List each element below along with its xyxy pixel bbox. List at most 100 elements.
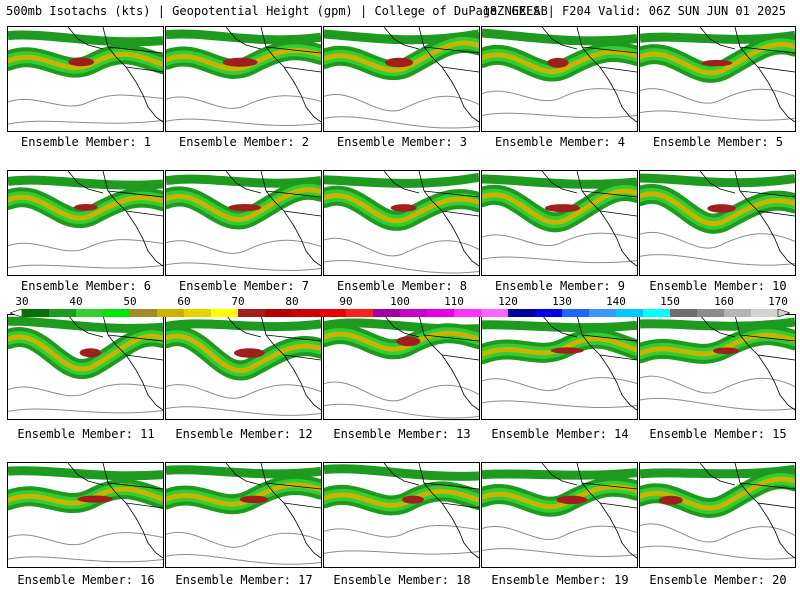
ensemble-member-label: Ensemble Member: 1	[20, 135, 152, 149]
ensemble-member-label: Ensemble Member: 9	[494, 279, 626, 293]
ensemble-member-label: Ensemble Member: 13	[333, 427, 471, 441]
height-contour	[482, 525, 637, 557]
colorbar-tick-label: 140	[606, 295, 626, 308]
jet-stream-map	[166, 27, 321, 126]
colorbar-tick-label: 130	[552, 295, 572, 308]
jet-band-north	[8, 466, 163, 481]
height-contour	[324, 94, 479, 129]
jet-max-core	[712, 347, 740, 355]
ensemble-panel-16	[7, 462, 164, 568]
coastline	[225, 27, 321, 123]
jet-band-north	[166, 465, 321, 479]
ensemble-panel-9	[481, 170, 638, 276]
map-header: 500mb Isotachs (kts) | Geopotential Heig…	[0, 0, 800, 22]
jet-stream-map	[640, 315, 795, 411]
jet-max-core	[228, 204, 262, 212]
ensemble-member-label: Ensemble Member: 4	[494, 135, 626, 149]
ensemble-member-label: Ensemble Member: 18	[333, 573, 471, 587]
colorbar-swatch	[400, 309, 428, 317]
colorbar-tick-label: 170	[768, 295, 788, 308]
coastline	[699, 315, 795, 411]
jet-max-core	[68, 57, 95, 67]
coastline	[67, 171, 163, 267]
jet-max-core	[396, 336, 421, 347]
jet-band-core	[640, 476, 795, 511]
ensemble-panel-17	[165, 462, 322, 568]
ensemble-member-label: Ensemble Member: 20	[649, 573, 787, 587]
jet-stream-map	[324, 315, 479, 419]
ensemble-panel-2	[165, 26, 322, 132]
height-contour	[640, 232, 795, 266]
ensemble-panel-4	[481, 26, 638, 132]
jet-stream-map	[640, 463, 795, 560]
colorbar-swatch	[265, 309, 293, 317]
colorbar-left-arrow	[10, 309, 23, 317]
height-contour	[8, 532, 163, 563]
ensemble-panel-1	[7, 26, 164, 132]
coastline	[541, 171, 637, 267]
colorbar-swatch	[211, 309, 239, 317]
colorbar-tick-label: 30	[15, 295, 29, 308]
coastline	[699, 27, 795, 123]
height-contour	[640, 375, 795, 411]
ensemble-member-label: Ensemble Member: 8	[336, 279, 468, 293]
colorbar-swatch	[238, 309, 266, 317]
ensemble-member-label: Ensemble Member: 11	[17, 427, 155, 441]
ensemble-panel-15	[639, 314, 796, 420]
jet-band-core	[482, 49, 637, 74]
colorbar-swatch	[22, 309, 50, 317]
ensemble-member-label: Ensemble Member: 12	[175, 427, 313, 441]
height-contour	[166, 531, 321, 565]
jet-max-core	[222, 57, 258, 67]
jet-stream-map	[324, 171, 479, 274]
jet-stream-map	[482, 463, 637, 559]
colorbar-swatch	[697, 309, 725, 317]
colorbar-swatch	[184, 309, 212, 317]
jet-stream-map	[482, 27, 637, 123]
jet-band-north	[640, 173, 795, 188]
height-contour	[166, 384, 321, 416]
colorbar-swatch	[589, 309, 617, 317]
height-contour	[166, 239, 321, 271]
jet-band-north	[8, 30, 163, 47]
jet-max-core	[384, 57, 414, 68]
colorbar-swatch	[292, 309, 320, 317]
jet-band-north	[8, 175, 163, 190]
colorbar-swatch	[76, 309, 104, 317]
colorbar-swatch	[373, 309, 401, 317]
coastline	[541, 463, 637, 559]
colorbar-tick-label: 150	[660, 295, 680, 308]
jet-stream-map	[640, 171, 795, 267]
ensemble-panel-6	[7, 170, 164, 276]
jet-max-core	[233, 348, 265, 358]
jet-band-north	[324, 464, 479, 481]
jet-max-core	[239, 495, 269, 504]
jet-max-core	[390, 204, 417, 212]
jet-band-north	[482, 320, 637, 333]
colorbar-swatch	[724, 309, 752, 317]
jet-stream-map	[324, 27, 479, 129]
jet-max-core	[658, 495, 683, 505]
colorbar-swatch	[319, 309, 347, 317]
colorbar-swatch	[157, 309, 185, 317]
jet-stream-map	[640, 27, 795, 123]
jet-band-core	[324, 40, 479, 73]
ensemble-panel-8	[323, 170, 480, 276]
colorbar-tick-label: 100	[390, 295, 410, 308]
ensemble-member-label: Ensemble Member: 5	[652, 135, 784, 149]
coastline	[383, 463, 479, 559]
jet-band-core	[324, 193, 479, 224]
colorbar-swatch	[49, 309, 77, 317]
colorbar-swatch	[103, 309, 131, 317]
ensemble-member-label: Ensemble Member: 10	[649, 279, 787, 293]
colorbar-swatch	[751, 309, 779, 317]
coastline	[67, 463, 163, 559]
colorbar-swatch	[346, 309, 374, 317]
height-contour	[324, 381, 479, 419]
coastline	[67, 27, 163, 123]
coastline	[225, 463, 321, 559]
ensemble-member-label: Ensemble Member: 19	[491, 573, 629, 587]
height-contour	[324, 525, 479, 555]
jet-stream-map	[8, 27, 163, 125]
ensemble-panel-3	[323, 26, 480, 132]
